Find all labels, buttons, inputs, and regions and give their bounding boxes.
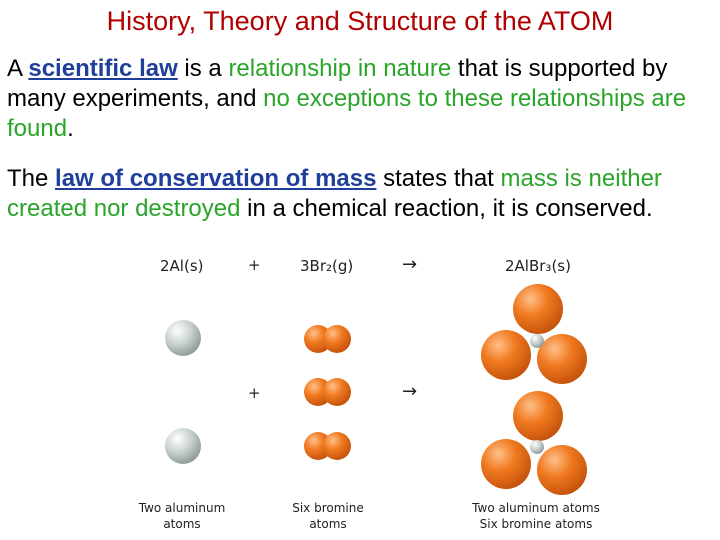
albr3-molecule <box>481 284 587 384</box>
p1-text-4: . <box>67 115 74 142</box>
caption-line: atoms <box>163 517 201 531</box>
caption-line: Six bromine atoms <box>479 517 593 531</box>
bromine-caption: Six bromine atoms <box>272 500 384 532</box>
plus-sign: + <box>248 384 261 402</box>
aluminum-atom <box>165 428 201 464</box>
aluminum-caption: Two aluminum atoms <box>126 500 238 532</box>
product-albr3: 2AlBr₃(s) <box>505 257 571 275</box>
page-title: History, Theory and Structure of the ATO… <box>106 6 614 36</box>
p1-highlight-1: relationship in nature <box>228 55 452 82</box>
p2-text-1: The <box>7 165 56 192</box>
p2-highlight-1: mass is neither created nor destroyed <box>7 165 662 222</box>
plus-sign: + <box>248 256 261 274</box>
conservation-paragraph: The law of conservation of mass states t… <box>7 164 713 224</box>
scientific-law-paragraph: A scientific law is a relationship in na… <box>7 54 713 144</box>
reactant-aluminum: 2Al(s) <box>160 257 204 275</box>
bromine-molecule <box>304 325 351 353</box>
aluminum-atom <box>165 320 201 356</box>
caption-line: Six bromine <box>292 501 364 515</box>
caption-line: Two aluminum <box>138 501 226 515</box>
bromine-molecule <box>304 432 351 460</box>
p2-text-3: in a chemical reaction, it is conserved. <box>240 195 653 222</box>
scientific-law-term: scientific law <box>28 55 178 82</box>
p1-text-2: is a <box>177 55 229 82</box>
p1-highlight-2: no exceptions to these relationships are… <box>7 85 687 142</box>
p2-text-2: states that <box>376 165 501 192</box>
p1-text-3: that is supported by many experiments, a… <box>7 55 668 112</box>
albr3-molecule <box>481 391 587 495</box>
conservation-law-term: law of conservation of mass <box>55 165 377 192</box>
product-caption: Two aluminum atoms Six bromine atoms <box>470 500 602 532</box>
p1-text-1: A <box>7 55 29 82</box>
arrow-icon: → <box>402 254 418 275</box>
reactant-bromine: 3Br₂(g) <box>300 257 354 275</box>
caption-line: Two aluminum atoms <box>472 501 600 515</box>
caption-line: atoms <box>309 517 347 531</box>
bromine-molecule <box>304 378 351 406</box>
arrow-icon: → <box>402 381 418 402</box>
